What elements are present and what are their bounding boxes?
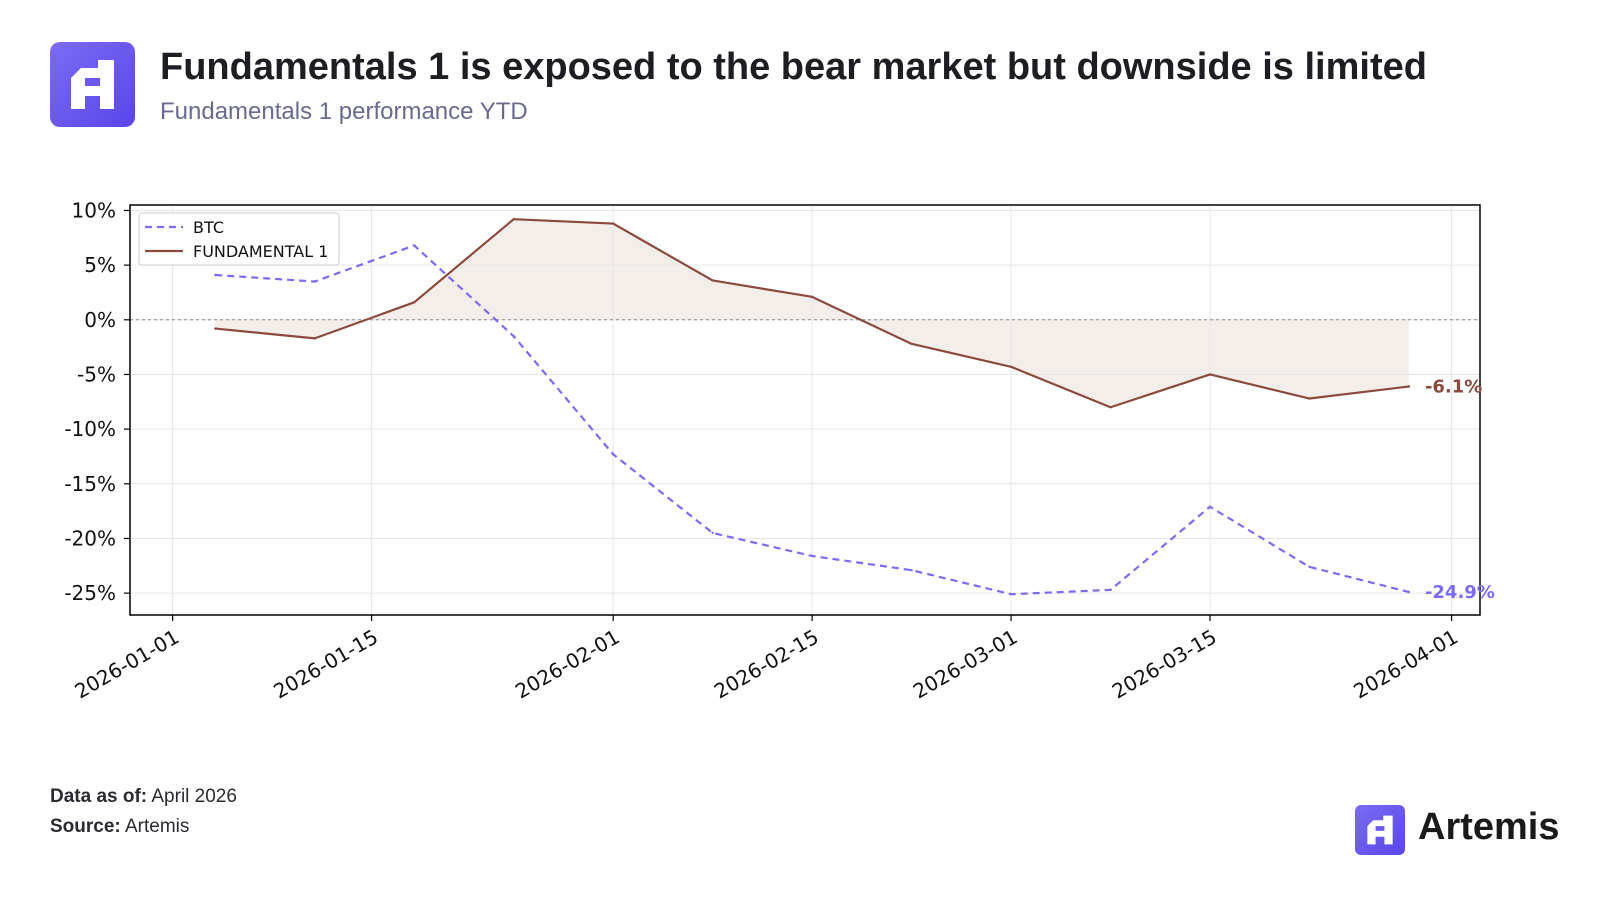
fundamental-point	[214, 327, 217, 330]
btc-point	[1208, 505, 1212, 508]
fundamental-point	[810, 295, 814, 299]
brand-name: Artemis	[1418, 806, 1560, 848]
btc-end-label: -24.9%	[1425, 582, 1495, 603]
fundamental-point	[313, 337, 316, 340]
btc-point	[810, 554, 814, 558]
legend-box	[138, 212, 340, 266]
source: Source: Artemis	[50, 816, 189, 838]
btc-point	[611, 453, 615, 456]
btc-point	[711, 531, 714, 535]
fundamental-end-label: -6.1%	[1425, 376, 1482, 397]
page-subtitle: Fundamentals 1 performance YTD	[160, 98, 528, 125]
y-tick-label: -5%	[77, 362, 116, 386]
fundamental-point	[1407, 385, 1411, 388]
x-tick-label: 2026-03-01	[909, 625, 1022, 704]
data-as-of: Data as of: April 2026	[50, 786, 237, 808]
plot-frame	[129, 204, 1481, 616]
page-title: Fundamentals 1 is exposed to the bear ma…	[160, 46, 1427, 88]
btc-point	[1109, 588, 1112, 592]
x-tick-label: 2026-04-01	[1349, 625, 1462, 704]
y-tick-label: 0%	[84, 308, 116, 332]
fundamental-point	[512, 218, 515, 221]
source-value: Artemis	[124, 816, 190, 837]
performance-line-chart: 10% 5% 0% -5% -10% -15% -20% -25% 2026-01-01 2026…	[64, 198, 1495, 704]
x-tick-label: 2026-02-01	[511, 625, 624, 704]
y-tick-label: 10%	[72, 198, 116, 222]
btc-point	[910, 568, 913, 572]
y-tick-label: 5%	[84, 253, 116, 277]
artemis-logo-icon	[50, 42, 135, 127]
source-label: Source:	[50, 816, 121, 837]
fundamental-point	[1308, 397, 1311, 400]
fundamental-point	[1009, 365, 1013, 369]
artemis-brand-icon	[1355, 805, 1405, 855]
btc-point	[313, 280, 316, 283]
btc-point	[1308, 565, 1311, 569]
fundamental-point	[413, 301, 416, 304]
x-tick-label: 2026-02-15	[710, 625, 823, 704]
fundamental-point	[1109, 406, 1112, 409]
btc-point	[413, 244, 416, 247]
legend-label-fundamental: FUNDAMENTAL 1	[193, 242, 328, 261]
btc-point	[214, 273, 217, 277]
fundamental-point	[1208, 373, 1212, 376]
y-tick-label: -25%	[64, 581, 116, 605]
fundamental-point	[711, 279, 714, 282]
data-as-of-label: Data as of:	[50, 786, 148, 807]
y-tick-label: -15%	[64, 472, 116, 496]
btc-point	[512, 335, 515, 338]
y-tick-label: -20%	[64, 526, 116, 550]
btc-point	[1009, 593, 1013, 596]
x-tick-label: 2026-01-15	[269, 625, 382, 704]
x-tick-label: 2026-01-01	[70, 625, 183, 704]
btc-point	[1407, 590, 1411, 594]
data-as-of-value: April 2026	[151, 786, 237, 807]
x-tick-label: 2026-03-15	[1108, 625, 1221, 704]
y-tick-label: -10%	[64, 417, 116, 441]
fundamental-point	[611, 222, 615, 225]
legend-label-btc: BTC	[193, 218, 224, 237]
fundamental-point	[910, 342, 913, 346]
